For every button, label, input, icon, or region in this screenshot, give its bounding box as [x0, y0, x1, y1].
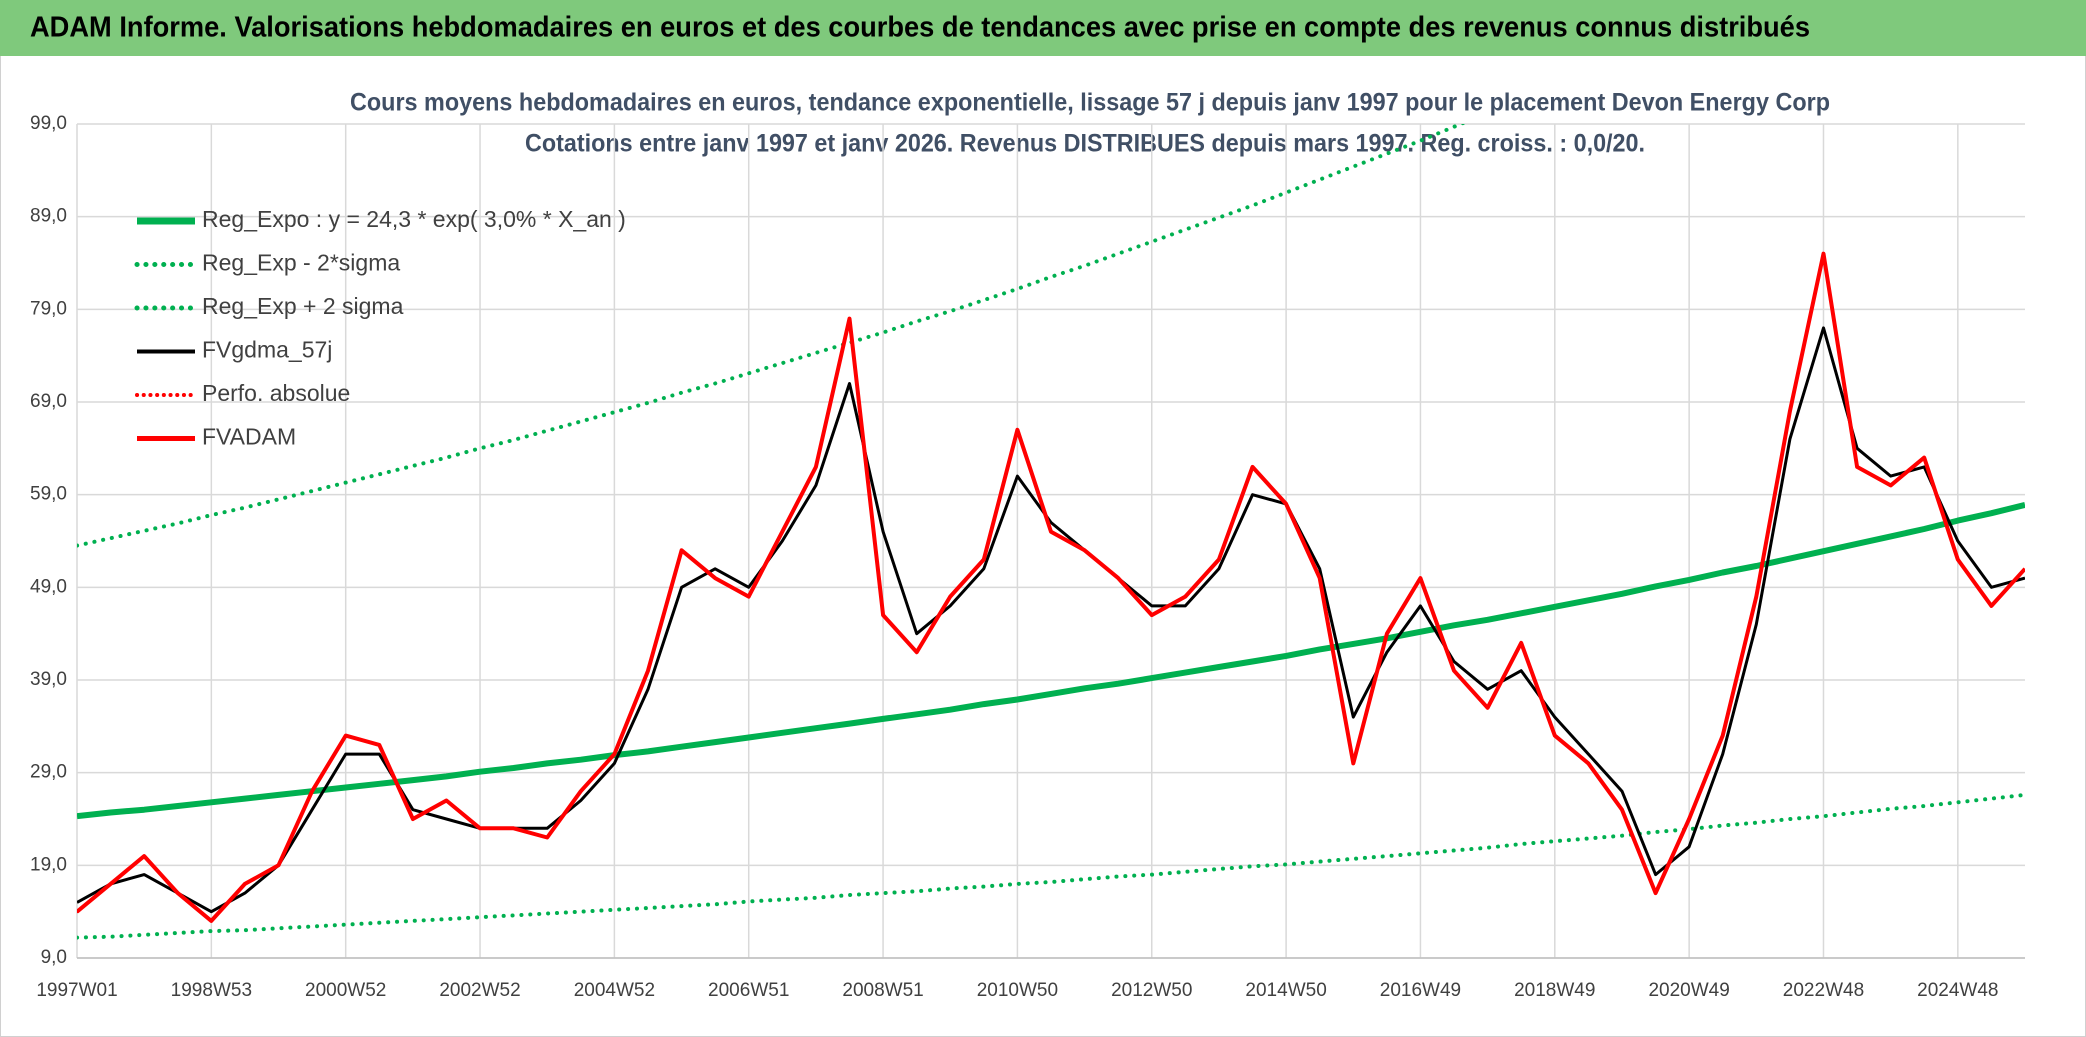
- legend-label: Reg_Expo : y = 24,3 * exp( 3,0% * X_an ): [202, 206, 626, 232]
- legend-label: Perfo. absolue: [202, 380, 350, 406]
- chart-subtitle: Cotations entre janv 1997 et janv 2026. …: [525, 130, 1645, 158]
- x-tick-label: 2016W49: [1380, 980, 1461, 1001]
- y-tick-label: 49,0: [30, 576, 67, 597]
- legend-label: FVgdma_57j: [202, 337, 332, 363]
- header-banner: [0, 0, 2086, 56]
- y-tick-label: 29,0: [30, 762, 67, 783]
- y-tick-label: 19,0: [30, 854, 67, 875]
- x-tick-label: 2022W48: [1783, 980, 1864, 1001]
- x-tick-label: 1997W01: [36, 980, 117, 1001]
- header-title: ADAM Informe. Valorisations hebdomadaire…: [30, 12, 1810, 44]
- series-line: [77, 501, 2025, 820]
- series-line: [77, 792, 2025, 940]
- y-tick-label: 9,0: [41, 947, 67, 968]
- x-tick-label: 2004W52: [574, 980, 655, 1001]
- x-tick-label: 2018W49: [1514, 980, 1595, 1001]
- y-tick-label: 79,0: [30, 298, 67, 319]
- x-tick-label: 2000W52: [305, 980, 386, 1001]
- x-tick-label: 1998W53: [171, 980, 252, 1001]
- x-tick-label: 2006W51: [708, 980, 789, 1001]
- x-tick-label: 2024W48: [1917, 980, 1998, 1001]
- legend-label: Reg_Exp - 2*sigma: [202, 250, 400, 276]
- x-tick-label: 2012W50: [1111, 980, 1192, 1001]
- y-tick-label: 99,0: [30, 113, 67, 134]
- chart-title: Cours moyens hebdomadaires en euros, ten…: [350, 89, 1830, 117]
- y-tick-label: 69,0: [30, 391, 67, 412]
- y-tick-label: 39,0: [30, 669, 67, 690]
- x-tick-label: 2014W50: [1245, 980, 1326, 1001]
- x-tick-label: 2002W52: [439, 980, 520, 1001]
- legend-label: FVADAM: [202, 424, 296, 450]
- legend-label: Reg_Exp + 2 sigma: [202, 293, 404, 319]
- x-tick-label: 2010W50: [977, 980, 1058, 1001]
- x-tick-label: 2020W49: [1648, 980, 1729, 1001]
- series-line: [77, 251, 2025, 923]
- x-tick-label: 2008W51: [842, 980, 923, 1001]
- y-tick-label: 89,0: [30, 206, 67, 227]
- y-tick-label: 59,0: [30, 484, 67, 505]
